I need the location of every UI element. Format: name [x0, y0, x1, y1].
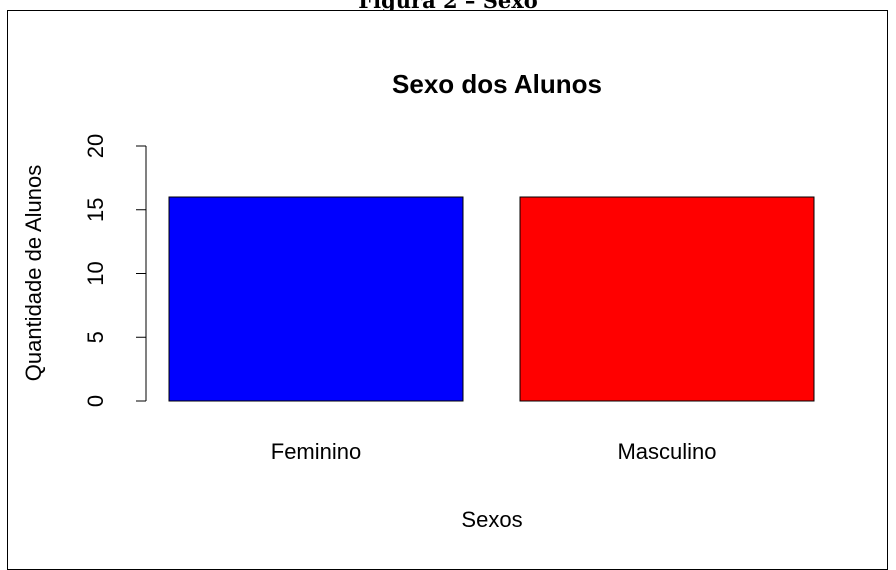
figure-caption: Figura 2 – Sexo — [358, 0, 538, 13]
x-category-label: Masculino — [617, 439, 716, 464]
x-category-label: Feminino — [271, 439, 361, 464]
y-tick-label: 20 — [83, 134, 108, 158]
y-tick-label: 10 — [83, 261, 108, 285]
y-tick-label: 0 — [83, 395, 108, 407]
x-axis-title: Sexos — [461, 507, 522, 532]
bar-feminino — [168, 196, 464, 402]
x-axis-labels: Feminino Masculino — [271, 439, 717, 464]
y-axis-title: Quantidade de Alunos — [21, 165, 46, 382]
y-axis: 0 5 10 15 20 — [83, 134, 147, 407]
y-tick-label: 5 — [83, 331, 108, 343]
bars-group — [168, 196, 815, 402]
chart-title: Sexo dos Alunos — [392, 69, 602, 99]
bar-masculino — [519, 196, 815, 402]
y-tick-label: 15 — [83, 198, 108, 222]
